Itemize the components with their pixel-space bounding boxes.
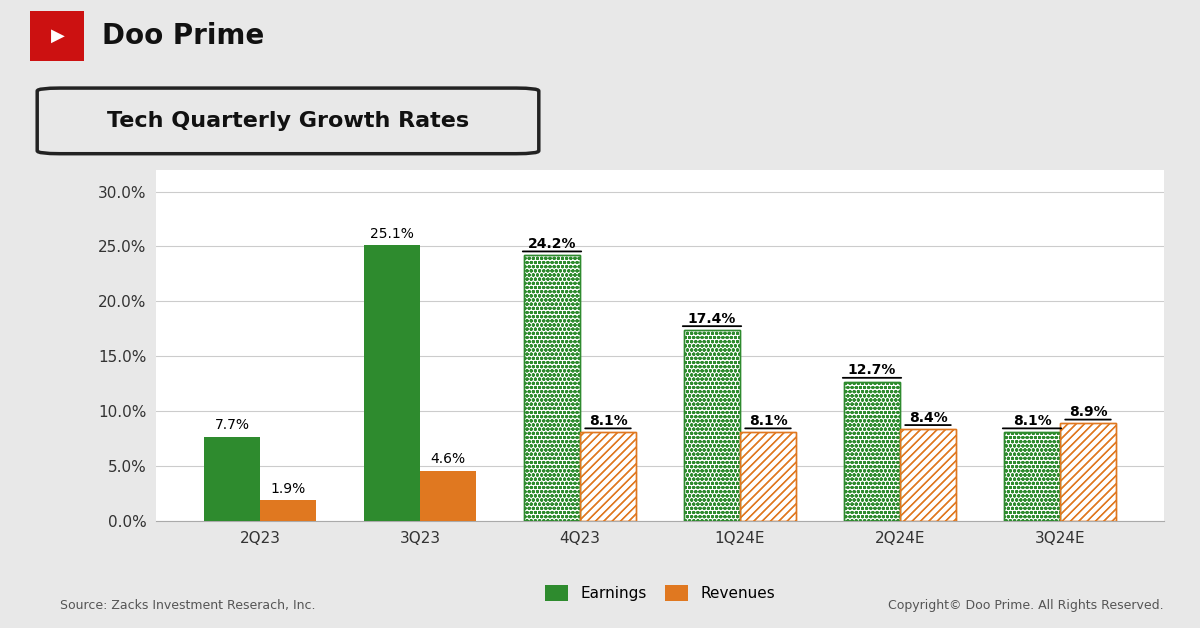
Text: Copyright© Doo Prime. All Rights Reserved.: Copyright© Doo Prime. All Rights Reserve… [888,599,1164,612]
Bar [740,432,796,521]
Text: Tech Quarterly Growth Rates: Tech Quarterly Growth Rates [107,111,469,131]
Bar [580,432,636,521]
Text: 8.4%: 8.4% [908,411,947,425]
Text: 8.1%: 8.1% [749,414,787,428]
FancyBboxPatch shape [37,88,539,154]
Bar [900,429,956,521]
Bar [740,432,796,521]
Bar [260,501,316,521]
Bar [844,382,900,521]
Text: 17.4%: 17.4% [688,311,736,325]
Bar [1004,432,1060,521]
Text: ▶: ▶ [50,27,65,45]
Bar [524,255,580,521]
Bar [364,246,420,521]
Bar [900,429,956,521]
Legend: Earnings, Revenues: Earnings, Revenues [538,577,782,609]
FancyBboxPatch shape [30,11,84,62]
Bar [1060,423,1116,521]
Text: Doo Prime: Doo Prime [102,22,264,50]
Bar [844,382,900,521]
Bar [684,330,740,521]
Bar [204,436,260,521]
Bar [1004,432,1060,521]
Text: 12.7%: 12.7% [848,363,896,377]
Text: 8.1%: 8.1% [1013,414,1051,428]
Bar [684,330,740,521]
Text: 25.1%: 25.1% [370,227,414,241]
Bar [420,471,476,521]
Text: 24.2%: 24.2% [528,237,576,251]
Bar [1060,423,1116,521]
Text: 4.6%: 4.6% [431,452,466,466]
Text: Source: Zacks Investment Reserach, Inc.: Source: Zacks Investment Reserach, Inc. [60,599,316,612]
Text: 1.9%: 1.9% [270,482,306,496]
Bar [580,432,636,521]
Text: 8.9%: 8.9% [1069,405,1108,419]
Text: 8.1%: 8.1% [589,414,628,428]
Text: 7.7%: 7.7% [215,418,250,432]
Bar [524,255,580,521]
